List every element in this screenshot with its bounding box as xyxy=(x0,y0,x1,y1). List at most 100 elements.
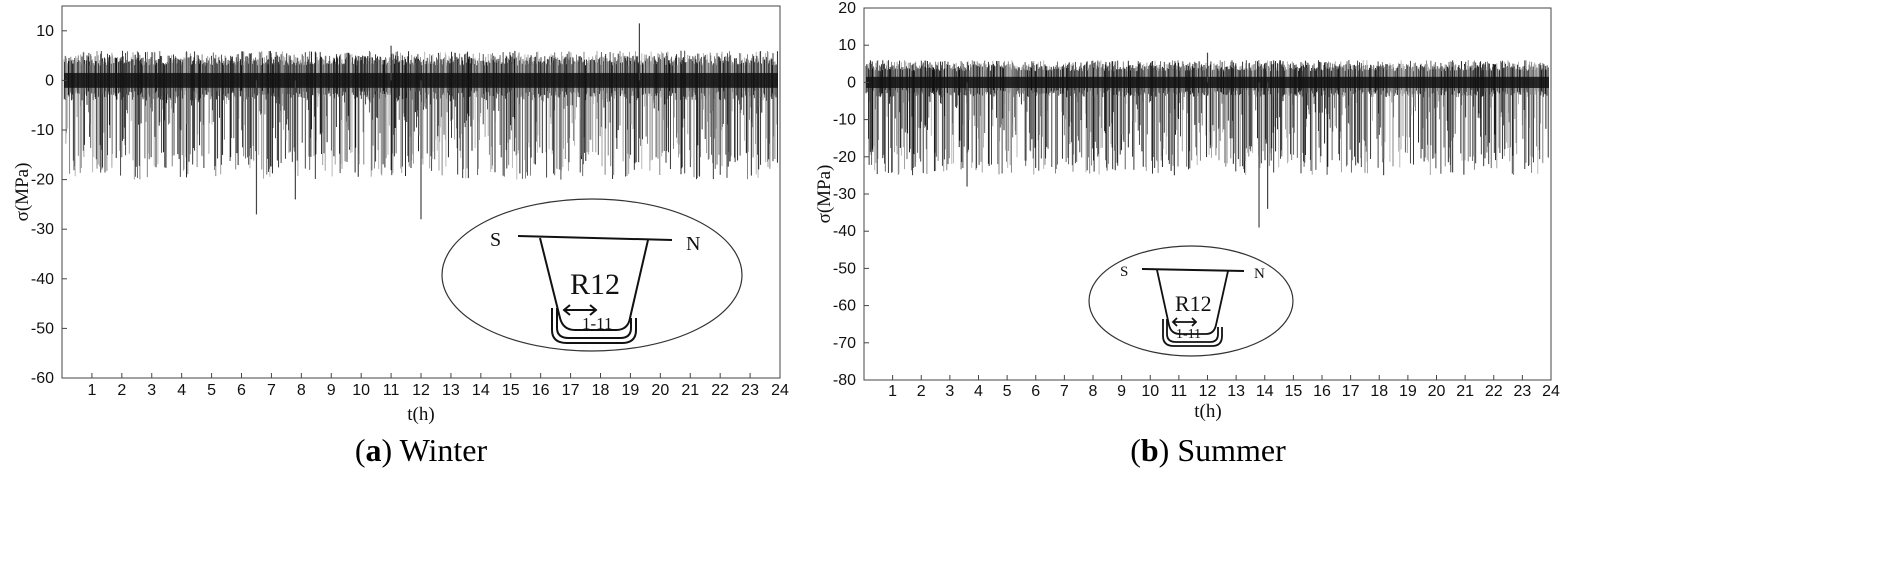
y-axis-summer: 20 10 0 -10 -20 -30 -40 -50 -60 -70 -80 xyxy=(833,0,869,389)
caption-tag-b: b xyxy=(1141,432,1159,468)
y-axis-winter: 10 0 -10 -20 -30 -40 -50 -60 xyxy=(31,23,67,387)
y-tick-label: 10 xyxy=(36,23,54,40)
x-tick-label: 7 xyxy=(267,382,276,399)
rib-section-outer xyxy=(551,308,637,344)
inset-ellipse xyxy=(441,198,743,352)
x-tick-label: 10 xyxy=(352,382,370,399)
rib-section-inner xyxy=(1166,319,1219,343)
x-tick-label: 22 xyxy=(1485,383,1503,400)
inset-arrowhead-right xyxy=(1191,317,1198,327)
x-tick-label: 3 xyxy=(147,382,156,399)
inset-arrowhead-left xyxy=(562,304,571,316)
inset-ellipse xyxy=(1088,245,1294,357)
y-tick-label: -10 xyxy=(833,112,856,129)
x-tick-label: 16 xyxy=(532,382,550,399)
x-tick-label: 5 xyxy=(207,382,216,399)
caption-text-winter: Winter xyxy=(400,432,488,468)
inset-label-s: S xyxy=(1120,264,1128,280)
x-axis-summer: 1 2 3 4 5 6 7 8 9 10 11 12 13 14 15 16 17 18 19 20 21 22 23 24 xyxy=(888,375,1560,400)
x-tick-label: 1 xyxy=(87,382,96,399)
x-tick-label: 16 xyxy=(1313,383,1331,400)
x-tick-label: 3 xyxy=(945,383,954,400)
x-tick-label: 13 xyxy=(1227,383,1245,400)
inset-label-point: 1-11 xyxy=(1176,327,1201,342)
inset-label-n: N xyxy=(686,233,700,255)
y-tick-label: -20 xyxy=(31,172,54,189)
y-tick-label: -30 xyxy=(833,186,856,203)
x-tick-label: 18 xyxy=(1370,383,1388,400)
x-tick-label: 14 xyxy=(472,382,490,399)
x-tick-label: 21 xyxy=(681,382,699,399)
y-tick-label: -70 xyxy=(833,335,856,352)
deck-line xyxy=(1141,268,1245,272)
x-tick-label: 23 xyxy=(741,382,759,399)
stress-trace-summer xyxy=(865,52,1549,228)
x-tick-label: 20 xyxy=(651,382,669,399)
x-tick-label: 9 xyxy=(327,382,336,399)
rib-section-outer xyxy=(1162,319,1223,347)
xlabel-winter: t(h) xyxy=(407,404,434,425)
x-tick-label: 9 xyxy=(1117,383,1126,400)
y-tick-label: -10 xyxy=(31,122,54,139)
y-tick-label: -60 xyxy=(833,298,856,315)
x-tick-label: 17 xyxy=(562,382,580,399)
rib-section-inner xyxy=(556,308,632,339)
y-tick-label: -40 xyxy=(833,223,856,240)
ylabel-summer: σ(MPa) xyxy=(814,165,835,224)
x-tick-label: 6 xyxy=(237,382,246,399)
rib-outline xyxy=(539,237,649,331)
y-tick-label: -30 xyxy=(31,221,54,238)
x-tick-label: 15 xyxy=(502,382,520,399)
x-tick-label: 23 xyxy=(1513,383,1531,400)
y-tick-label: -50 xyxy=(833,260,856,277)
x-tick-label: 18 xyxy=(592,382,610,399)
x-tick-label: 24 xyxy=(1542,383,1560,400)
x-axis-winter: 1 2 3 4 5 6 7 8 9 10 11 12 13 14 15 16 17 18 19 20 21 22 23 24 xyxy=(87,373,789,399)
x-tick-label: 4 xyxy=(177,382,186,399)
stress-trace-winter xyxy=(63,23,778,220)
x-tick-label: 20 xyxy=(1428,383,1446,400)
ylabel-winter: σ(MPa) xyxy=(12,163,33,222)
caption-winter: (a) Winter xyxy=(355,432,488,468)
y-tick-label: 10 xyxy=(838,37,856,54)
inset-label-s: S xyxy=(490,229,501,251)
caption-tag-a: a xyxy=(366,432,382,468)
x-tick-label: 24 xyxy=(771,382,789,399)
x-tick-label: 6 xyxy=(1031,383,1040,400)
y-tick-label: -20 xyxy=(833,149,856,166)
x-tick-label: 8 xyxy=(297,382,306,399)
x-tick-label: 13 xyxy=(442,382,460,399)
x-tick-label: 4 xyxy=(974,383,983,400)
x-tick-label: 11 xyxy=(383,382,400,399)
y-tick-label: -50 xyxy=(31,320,54,337)
x-tick-label: 5 xyxy=(1003,383,1012,400)
y-tick-label: -40 xyxy=(31,271,54,288)
y-tick-label: 20 xyxy=(838,0,856,17)
x-tick-label: 11 xyxy=(1171,383,1188,400)
x-tick-label: 8 xyxy=(1089,383,1098,400)
inset-label-n: N xyxy=(1254,266,1265,282)
panel-winter: 100-10-20-30-40-50-60 1 2 3 4 5 6 7 8 9 10 11 12 13 1… xyxy=(12,5,789,468)
caption-summer: (b) Summer xyxy=(1130,432,1286,468)
inset-arrowhead-right xyxy=(589,304,598,316)
y-tick-label: -60 xyxy=(31,370,54,387)
y-tick-label: 0 xyxy=(847,74,856,91)
x-tick-label: 12 xyxy=(412,382,430,399)
y-tick-label: 0 xyxy=(45,72,54,89)
inset-arrowhead-left xyxy=(1171,317,1178,327)
x-tick-label: 12 xyxy=(1199,383,1217,400)
x-tick-label: 19 xyxy=(1399,383,1417,400)
x-tick-label: 21 xyxy=(1456,383,1474,400)
inset-label-point: 1-11 xyxy=(582,314,613,333)
inset-label-rib: R12 xyxy=(570,268,620,301)
rib-outline xyxy=(1156,269,1229,335)
x-tick-label: 7 xyxy=(1060,383,1069,400)
deck-line xyxy=(517,235,673,241)
y-tick-label: -80 xyxy=(833,372,856,389)
x-tick-label: 17 xyxy=(1342,383,1360,400)
x-tick-label: 2 xyxy=(117,382,126,399)
x-tick-label: 10 xyxy=(1141,383,1159,400)
xlabel-summer: t(h) xyxy=(1194,401,1221,422)
